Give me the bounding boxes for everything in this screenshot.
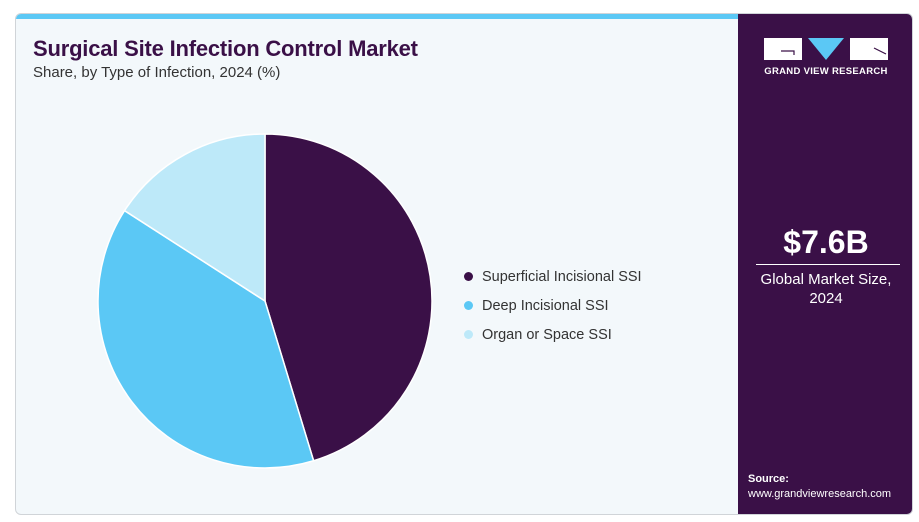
legend-item: Superficial Incisional SSI: [464, 262, 642, 291]
chart-title: Surgical Site Infection Control Market: [33, 36, 418, 61]
legend-swatch: [464, 272, 473, 281]
source-url[interactable]: www.grandviewresearch.com: [748, 488, 892, 500]
divider: [756, 264, 900, 265]
source-label: Source:: [748, 473, 789, 485]
legend-item: Deep Incisional SSI: [464, 291, 642, 320]
pie-slice-deep-incisional-ssi: [97, 209, 315, 469]
logo-text: GRAND VIEW RESEARCH: [764, 66, 888, 77]
legend-label: Organ or Space SSI: [482, 326, 612, 343]
grand-view-research-logo: [764, 38, 888, 60]
caption-line-2: 2024: [809, 290, 843, 307]
pie-slice-superficial-incisional-ssi: [264, 133, 433, 462]
legend-swatch: [464, 301, 473, 310]
legend-label: Deep Incisional SSI: [482, 297, 609, 314]
pie-slice-organ-or-space-ssi: [123, 133, 266, 303]
legend-swatch: [464, 330, 473, 339]
sidebar: GRAND VIEW RESEARCH $7.6B Global Market …: [738, 14, 912, 514]
legend-label: Superficial Incisional SSI: [482, 268, 642, 285]
accent-bar: [16, 14, 738, 19]
legend: Superficial Incisional SSI Deep Incisiona…: [464, 262, 642, 349]
chart-subtitle: Share, by Type of Infection, 2024 (%): [33, 64, 281, 81]
pie-chart: [97, 133, 433, 469]
market-size-caption: Global Market Size, 2024: [738, 270, 912, 308]
market-size-value: $7.6B: [783, 224, 869, 260]
chart-card: Surgical Site Infection Control Market S…: [15, 13, 913, 515]
caption-line-1: Global Market Size,: [760, 271, 892, 288]
legend-item: Organ or Space SSI: [464, 320, 642, 349]
